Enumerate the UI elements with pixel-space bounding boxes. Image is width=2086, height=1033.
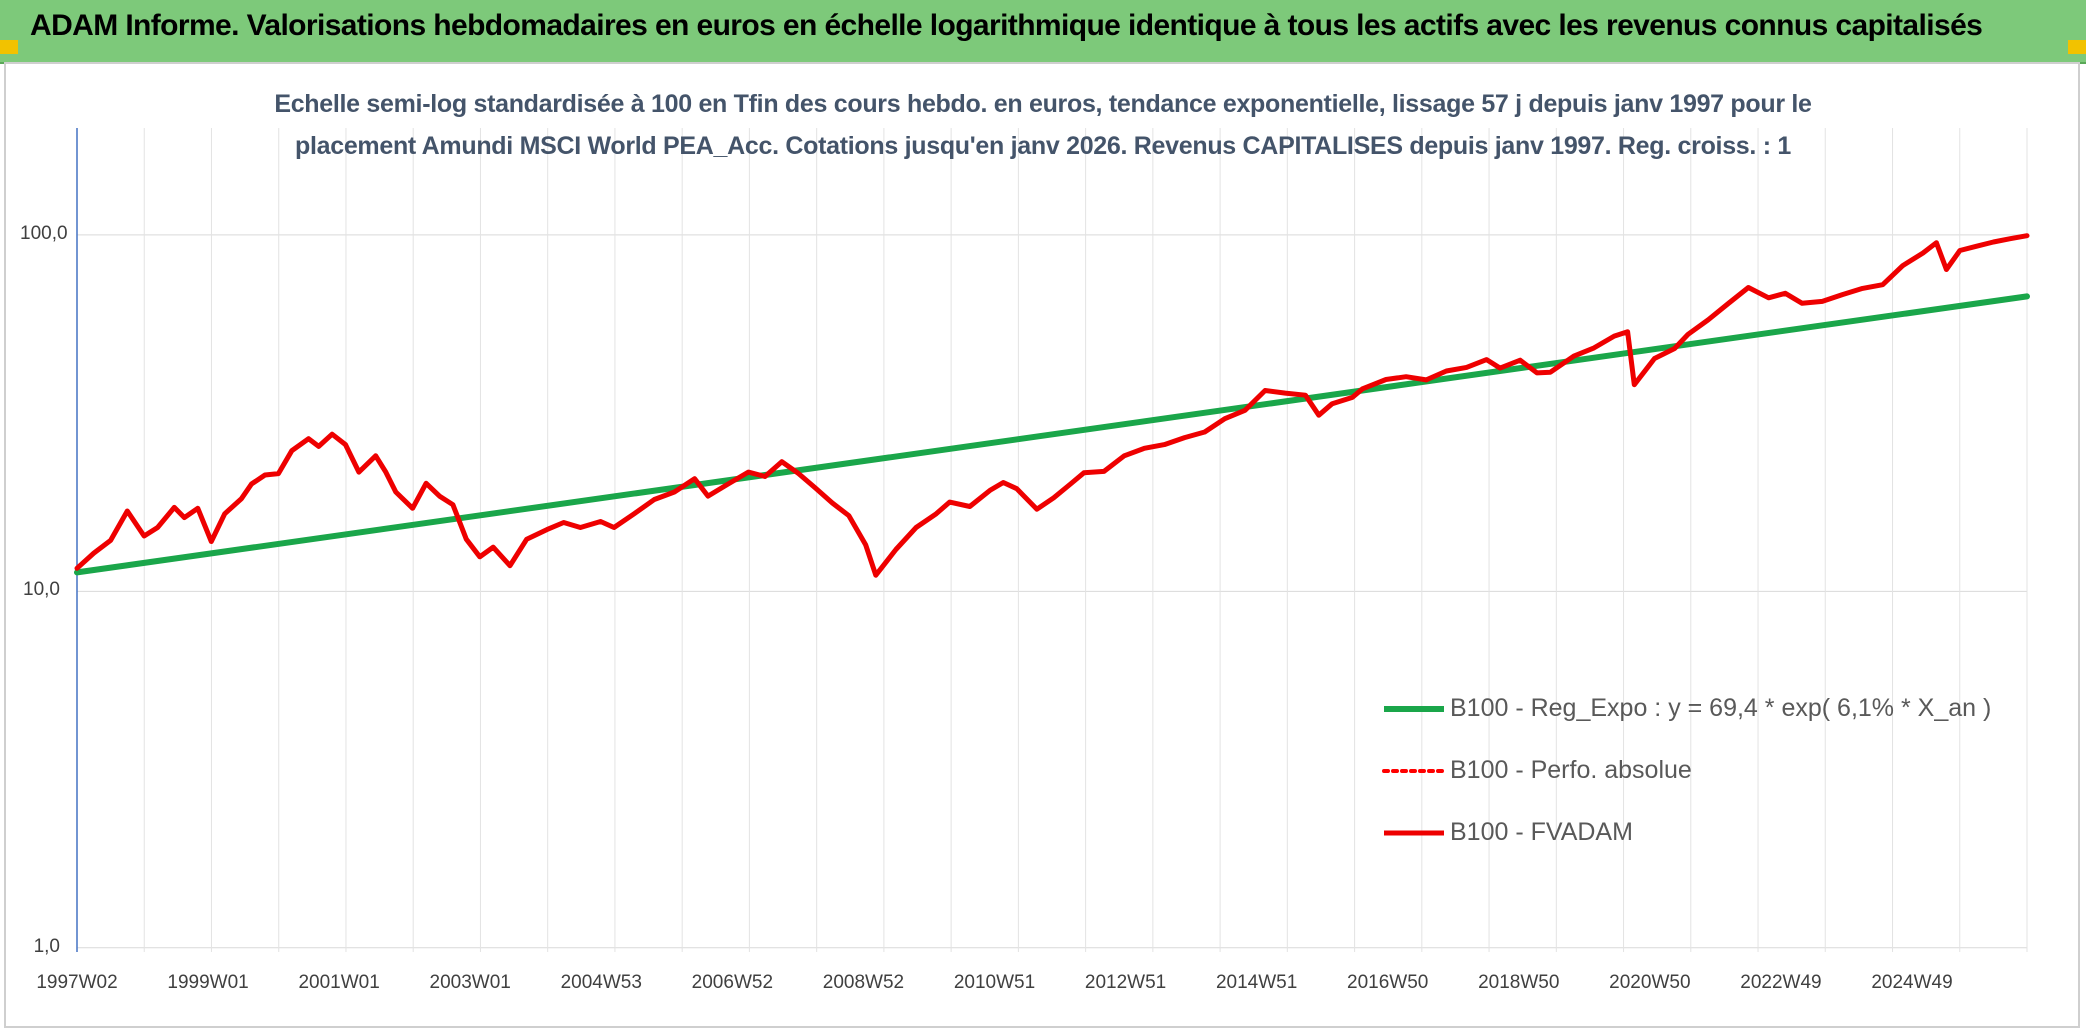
legend-item-reg-expo: B100 - Reg_Expo : y = 69,4 * exp( 6,1% *… [1384,690,2034,730]
legend-label-reg-expo: B100 - Reg_Expo : y = 69,4 * exp( 6,1% *… [1450,694,1992,722]
x-tick-label: 2022W49 [1740,972,1822,993]
x-tick-label: 2010W51 [953,972,1036,993]
chart-title-line-2: placement Amundi MSCI World PEA_Acc. Cot… [295,132,1791,160]
x-tick-label: 2004W53 [560,972,642,993]
y-tick-label: 10,0 [23,579,60,601]
series-line-fvadam [74,233,2030,578]
y-tick-label: 1,0 [33,935,60,957]
x-tick-label: 2003W01 [429,972,511,993]
legend-swatches [1382,706,1446,836]
legend-item-fvadam: B100 - FVADAM [1384,814,2034,854]
chart-title-line-1: Echelle semi-log standardisée à 100 en T… [274,90,1812,118]
report-banner: ADAM Informe. Valorisations hebdomadaire… [0,0,2086,64]
series-line-reg-expo [74,293,2030,576]
x-tick-label: 2018W50 [1478,972,1560,993]
series-layer [74,233,2030,578]
report-title: ADAM Informe. Valorisations hebdomadaire… [30,9,1983,42]
chart-frame [4,62,2080,1028]
x-tick-label: 2020W50 [1609,972,1691,993]
legend-label-perfo-absolue: B100 - Perfo. absolue [1450,756,1692,784]
x-tick-label: 2016W50 [1347,972,1429,993]
legend-label-fvadam: B100 - FVADAM [1450,818,1633,846]
legend-item-perfo-absolue: B100 - Perfo. absolue [1384,752,2034,792]
x-tick-label: 2001W01 [298,972,380,993]
x-tick-label: 1997W02 [36,972,118,993]
x-tick-label: 1999W01 [167,972,249,993]
corner-marker-left [0,40,18,54]
x-tick-label: 2024W49 [1871,972,1953,993]
x-tick-label: 2012W51 [1084,972,1167,993]
corner-marker-right [2068,40,2086,54]
x-tick-label: 2014W51 [1215,972,1298,993]
x-tick-label: 2006W52 [691,972,774,993]
x-tick-label: 2008W52 [822,972,905,993]
y-tick-label: 100,0 [20,222,68,244]
